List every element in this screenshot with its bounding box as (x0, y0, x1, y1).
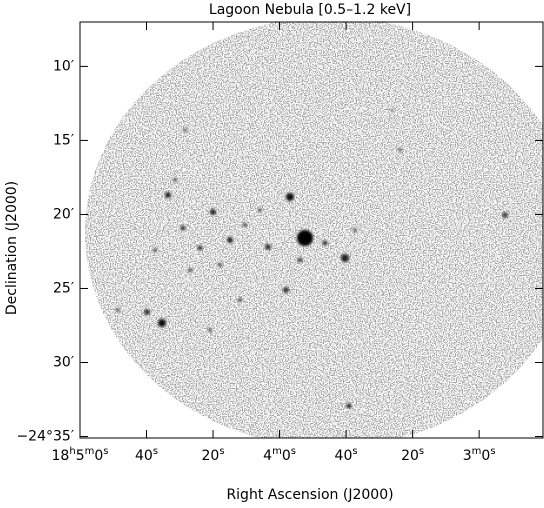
source (180, 225, 186, 231)
sources (116, 108, 508, 409)
source (265, 244, 271, 250)
source (197, 245, 203, 251)
source (183, 128, 187, 132)
source (286, 193, 294, 201)
source (188, 268, 192, 272)
x-axis-label: Right Ascension (J2000) (226, 487, 393, 503)
source (218, 263, 222, 267)
source (258, 208, 262, 212)
source (158, 319, 166, 327)
source (210, 209, 216, 215)
x-tick-label: 40s (135, 446, 158, 464)
x-tick-label: 18h5m0s (52, 446, 109, 464)
source (283, 287, 289, 293)
y-tick-label: 20′ (53, 206, 74, 222)
source (398, 148, 402, 152)
y-tick-label: 15′ (53, 132, 74, 148)
chart-title: Lagoon Nebula [0.5–1.2 keV] (209, 2, 411, 18)
y-tick-label: 25′ (53, 280, 74, 296)
source (297, 230, 313, 246)
source (502, 212, 508, 218)
plot-frame (79, 21, 544, 439)
source (238, 298, 242, 302)
source (341, 254, 349, 262)
x-tick-label: 40s (335, 446, 358, 464)
source (116, 308, 120, 312)
source (208, 328, 212, 332)
diffuse-emission (85, 22, 543, 438)
y-tick-label: 10′ (53, 58, 74, 74)
source (227, 237, 233, 243)
source (173, 178, 177, 182)
image (85, 22, 543, 438)
source (153, 248, 157, 252)
x-tick-label: 4m0s (263, 446, 296, 464)
source (165, 192, 171, 198)
source (243, 223, 247, 227)
x-tick-label: 20s (202, 446, 225, 464)
source (297, 257, 303, 263)
source (390, 108, 394, 112)
x-tick-label: 20s (401, 446, 424, 464)
x-tick-label: 3m0s (463, 446, 496, 464)
source (353, 228, 357, 232)
y-tick-label: −24°35′ (16, 429, 74, 445)
y-tick-label: 30′ (53, 354, 74, 370)
source (346, 403, 352, 409)
source (322, 240, 328, 246)
source (144, 309, 150, 315)
y-axis-label: Declination (J2000) (4, 181, 20, 315)
